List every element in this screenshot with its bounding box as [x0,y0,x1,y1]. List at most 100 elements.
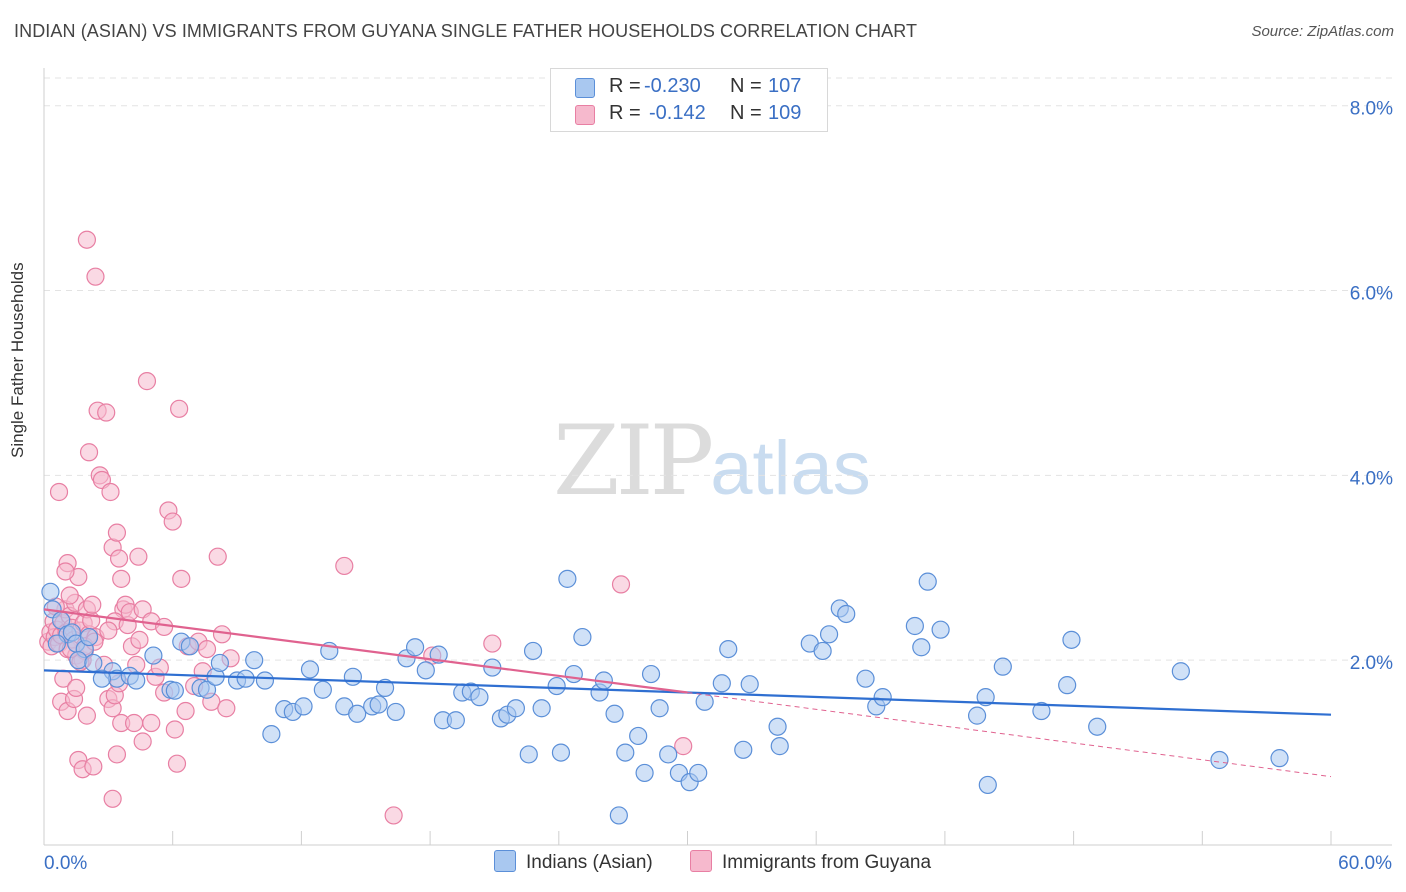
bottom-legend-indians: Indians (Asian) [494,850,653,874]
axes [43,68,1392,846]
y-tick-label: 4.0% [1350,468,1393,489]
guyana-point [77,706,97,725]
indians-point [918,572,937,591]
guyana-point [212,625,232,644]
indians-point [127,671,146,690]
indians-point [641,664,661,684]
guyana-point [109,549,129,568]
guyana-point [137,372,157,391]
indians-point [506,699,526,718]
indians-point [405,638,425,657]
guyana-point [384,806,403,825]
indians-point [236,669,255,688]
guyana-point [674,737,693,756]
guyana-point [60,586,79,605]
indians-point [1171,662,1190,681]
indians-point [210,653,229,673]
legend-n-label: N = [730,102,762,124]
guyana-point [217,699,236,718]
indians-point [92,669,112,688]
indians-point [712,674,731,693]
legend-r-label: R = [609,75,641,97]
source-label: Source: ZipAtlas.com [1251,23,1394,40]
y-tick-label: 6.0% [1350,284,1393,305]
indians-point [165,681,184,700]
tick-labels: 2.0% 4.0% 6.0% 8.0% 0.0% 60.0% [44,99,1393,874]
indians-point [734,740,753,759]
indians-point [605,704,624,723]
indians-point [993,657,1012,676]
x-tick-label: 0.0% [44,853,87,874]
indians-point [348,704,367,723]
legend-swatch-blue [575,78,595,98]
indians-point [300,660,320,679]
indians-point [609,806,628,825]
series-guyana-points [39,230,693,825]
indians-point [69,651,88,670]
legend-r-label: R = [609,102,641,124]
indians-point [386,702,405,722]
indians-point [650,699,669,718]
guyana-point [83,595,102,614]
guyana-trend-extension [687,692,1332,778]
indians-point [245,651,264,670]
guyana-point [107,745,127,764]
guyana-point [165,720,184,739]
bottom-legend-label: Immigrants from Guyana [722,852,932,873]
indians-point [144,646,163,665]
guyana-point [155,617,174,637]
y-tick-label: 2.0% [1350,653,1393,674]
indians-point [79,627,99,647]
indians-point [375,678,395,698]
guyana-point [129,547,148,566]
guyana-point [142,713,161,733]
indians-point [523,641,543,661]
guyana-point [107,523,127,542]
indians-point [819,625,839,644]
guyana-point [84,757,103,776]
series-indians-points [41,569,1289,825]
indians-point [873,688,892,707]
guyana-point [56,562,75,581]
x-tick-label: 60.0% [1338,853,1392,874]
indians-point [558,569,577,588]
guyana-point [208,547,227,566]
guyana-point [130,630,149,649]
indians-point [446,711,465,730]
legend-r-value: -0.142 [649,102,706,124]
guyana-point [172,569,191,588]
indians-point [978,775,997,795]
guyana-point [112,569,131,588]
bottom-swatch-pink [690,850,712,872]
indians-point [343,667,362,686]
indians-point [262,725,281,744]
indians-point [719,639,738,659]
guyana-point [86,267,105,286]
bottom-legend-guyana: Immigrants from Guyana [690,850,931,874]
bottom-swatch-blue [494,850,516,872]
guyana-point [335,556,354,576]
indians-point [573,627,592,647]
indians-point [1210,750,1229,770]
guyana-point [99,621,118,640]
guyana-point [79,443,99,462]
guyana-point [483,634,502,653]
guyana-point [101,482,120,502]
bottom-legend-label: Indians (Asian) [526,852,653,873]
guyana-point [49,482,69,502]
guyana-point [103,789,122,808]
guyana-point [163,512,182,531]
indians-point [1062,630,1081,649]
indians-point [41,582,60,601]
indians-point [551,743,571,762]
legend-n-value: 109 [768,102,802,124]
watermark: ZIPatlas [553,405,871,517]
stats-legend: R = -0.230 N = 107 R = -0.142 N = 109 [550,68,828,132]
indians-point [197,680,217,699]
indians-point [470,688,489,707]
indians-point [47,634,66,653]
legend-swatch-pink [575,105,595,125]
indians-point [255,671,275,690]
indians-point [770,737,789,756]
legend-n-value: 107 [768,75,802,97]
